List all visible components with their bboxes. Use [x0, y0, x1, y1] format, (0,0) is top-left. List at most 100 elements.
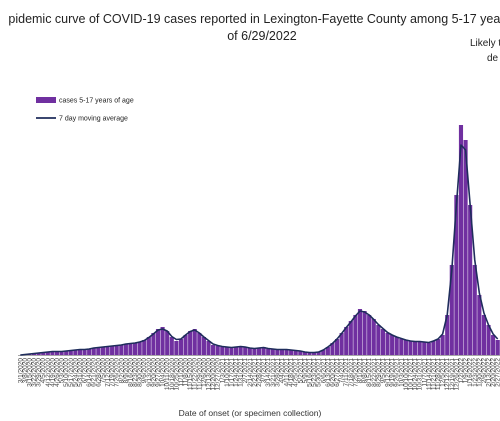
- bar: [77, 349, 83, 355]
- x-tick-label: 2/7/2021: [242, 358, 249, 384]
- bar: [41, 352, 46, 355]
- x-tick-label: 4/18/2021: [288, 358, 295, 387]
- x-tick-label: 10/25/2020: [173, 358, 180, 391]
- legend-label: 7 day moving average: [59, 116, 128, 123]
- bar: [321, 350, 326, 355]
- x-tick-label: 5/9/2021: [302, 358, 309, 384]
- bar: [495, 340, 500, 355]
- bar: [142, 340, 147, 355]
- bar: [417, 341, 422, 355]
- x-tick-label: 1/16/2022: [467, 358, 474, 387]
- bar: [431, 341, 436, 355]
- bar: [380, 329, 386, 355]
- bar: [197, 333, 202, 355]
- bar: [82, 350, 87, 355]
- moving-average-line: [20, 144, 499, 356]
- bar: [454, 195, 459, 355]
- bar: [256, 348, 262, 355]
- bar: [422, 342, 427, 355]
- bar: [408, 341, 413, 355]
- bar: [114, 345, 119, 355]
- x-tick-label: 11/15/2020: [187, 358, 194, 390]
- bar: [413, 342, 418, 355]
- bar: [59, 352, 64, 355]
- bar: [146, 337, 151, 355]
- x-tick-label: 4/12/2020: [45, 358, 52, 387]
- x-tick-label: 10/3/2021: [398, 358, 405, 387]
- bar: [481, 315, 486, 355]
- x-tick-label: 1/3/2021: [219, 358, 226, 384]
- bar: [486, 325, 491, 355]
- x-tick-label: 5/2/2021: [297, 358, 304, 384]
- x-tick-label: 5/17/2020: [68, 358, 75, 387]
- x-tick-label: 6/28/2020: [95, 358, 102, 387]
- x-tick-label: 9/12/2021: [385, 358, 392, 387]
- bar: [96, 347, 101, 355]
- legend-swatch: [36, 97, 56, 103]
- x-tick-label: 1/23/2022: [472, 358, 479, 387]
- x-tick-label: 9/13/2020: [146, 358, 153, 387]
- x-tick-label: 6/13/2021: [325, 358, 332, 387]
- bar: [123, 344, 128, 355]
- bar: [91, 348, 96, 355]
- bar: [110, 346, 115, 355]
- bar: [252, 349, 257, 355]
- x-tick-label: 6/21/2020: [91, 358, 98, 387]
- bar: [100, 347, 105, 355]
- chart-title: pidemic curve of COVID-19 cases reported…: [8, 12, 500, 26]
- bar: [192, 329, 197, 355]
- bar: [312, 353, 317, 355]
- x-tick-label: 1/31/2021: [238, 358, 245, 387]
- bar: [468, 205, 473, 355]
- x-tick-label: 4/25/2021: [293, 358, 300, 387]
- x-tick-label: 12/20/2020: [210, 358, 217, 391]
- x-tick-label: 5/23/2021: [311, 358, 318, 387]
- x-tick-label: 3/7/2021: [261, 358, 268, 384]
- bar: [275, 350, 280, 355]
- x-tick-label: 12/5/2021: [440, 358, 447, 387]
- bar: [137, 342, 142, 355]
- x-tick-label: 10/18/2020: [169, 358, 176, 391]
- x-tick-label: 2/13/2022: [486, 358, 493, 387]
- x-tick-label: 8/1/2021: [357, 358, 364, 384]
- x-tick-label: 4/11/2021: [284, 358, 291, 387]
- x-tick-label: 5/10/2020: [63, 358, 70, 387]
- x-tick-label: 7/19/2020: [109, 358, 116, 387]
- x-tick-label: 8/8/2021: [362, 358, 369, 384]
- bar: [445, 315, 450, 355]
- x-tick-label: 2/6/2022: [481, 358, 488, 384]
- bar: [440, 335, 445, 355]
- bar: [307, 353, 312, 355]
- x-tick-label: 10/11/2020: [164, 358, 171, 390]
- x-tick-label: 8/23/2020: [132, 358, 139, 387]
- x-tick-label: 4/5/2020: [40, 358, 47, 384]
- bar: [435, 339, 441, 355]
- x-tick-label: 6/20/2021: [329, 358, 336, 387]
- x-tick-label: 6/27/2021: [334, 358, 341, 387]
- bar: [298, 351, 303, 355]
- x-tick-label: 6/14/2020: [86, 358, 93, 387]
- bar: [339, 333, 344, 355]
- x-tick-label: 10/17/2021: [407, 358, 414, 391]
- bar: [215, 346, 220, 355]
- x-tick-label: 8/30/2020: [137, 358, 144, 387]
- x-tick-label: 7/18/2021: [348, 358, 355, 387]
- x-tick-label: 3/1/2020: [17, 358, 24, 384]
- x-tick-label: 12/27/2020: [215, 358, 222, 391]
- bar: [477, 295, 482, 355]
- x-tick-label: 9/6/2020: [141, 358, 148, 384]
- x-tick-label: 9/20/2020: [150, 358, 157, 387]
- bar: [87, 349, 92, 355]
- bar: [183, 335, 188, 355]
- x-tick-label: 6/6/2021: [320, 358, 327, 384]
- x-tick-label: 11/1/2020: [178, 358, 185, 387]
- bar: [238, 346, 243, 355]
- bar: [132, 343, 138, 355]
- bar: [371, 319, 376, 355]
- bar: [64, 351, 69, 355]
- bar: [178, 339, 184, 355]
- x-tick-label: 5/16/2021: [306, 358, 313, 387]
- bar: [458, 125, 464, 355]
- x-tick-label: 4/4/2021: [279, 358, 286, 384]
